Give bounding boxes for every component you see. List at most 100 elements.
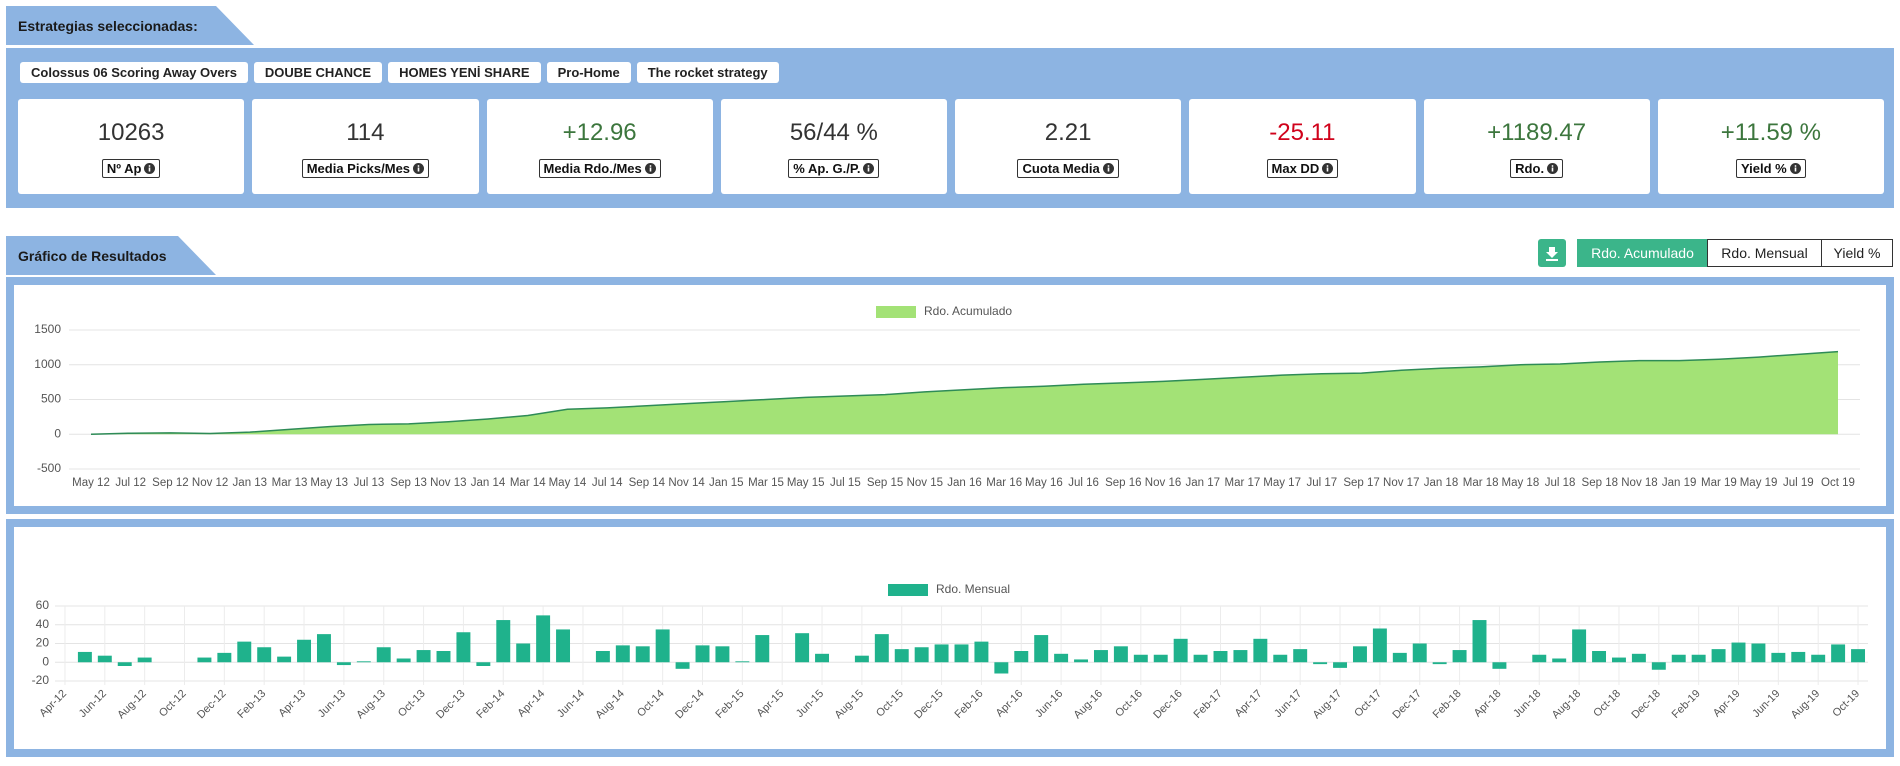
x-tick-label: Feb-14 <box>474 688 507 721</box>
x-tick-label: Aug-17 <box>1311 688 1345 722</box>
x-tick-label: Mar 16 <box>986 477 1022 489</box>
x-tick-label: Nov 12 <box>192 477 228 489</box>
x-tick-label: Mar 14 <box>510 477 546 489</box>
section-tab: Gráfico de Resultados <box>6 236 216 275</box>
stat-label: % Ap. G./P. <box>788 159 880 178</box>
x-tick-label: Feb-19 <box>1670 688 1703 721</box>
bar <box>1711 649 1726 663</box>
x-tick-label: Dec-18 <box>1629 688 1663 722</box>
x-tick-label: Sep 18 <box>1582 477 1618 489</box>
stat-label: Max DD <box>1266 159 1339 178</box>
strategy-chip: The rocket strategy <box>636 62 779 83</box>
strategy-chip: DOUBE CHANCE <box>253 62 383 83</box>
bar <box>755 635 770 663</box>
info-bar <box>1326 167 1329 172</box>
bar <box>1532 654 1547 663</box>
x-tick-label: Dec-14 <box>673 688 707 722</box>
x-tick-label: Jun-12 <box>77 688 109 720</box>
x-tick-label: May 16 <box>1025 477 1063 489</box>
x-tick-label: Jun-15 <box>794 688 826 720</box>
x-tick-label: Apr-16 <box>994 688 1026 720</box>
stat-card: 10263 Nº Ap <box>18 99 245 194</box>
x-tick-label: May 15 <box>787 477 825 489</box>
bar <box>1671 654 1686 663</box>
x-tick-label: Mar 13 <box>272 477 308 489</box>
bar <box>1074 659 1089 663</box>
toggle-button[interactable]: Yield % <box>1821 239 1893 267</box>
stat-value: +1189.47 <box>1487 119 1587 146</box>
x-tick-label: Feb-13 <box>235 688 268 721</box>
info-icon <box>1547 163 1559 174</box>
bar <box>496 620 511 663</box>
x-tick-label: Sep 16 <box>1105 477 1141 489</box>
bar <box>1113 646 1128 663</box>
bar <box>1552 658 1567 663</box>
x-tick-label: Oct-18 <box>1591 688 1623 720</box>
bar <box>297 639 312 663</box>
x-tick-label: Jun-19 <box>1750 688 1782 720</box>
x-tick-label: Oct-13 <box>396 688 428 720</box>
download-button[interactable] <box>1538 239 1566 267</box>
stat-value: +12.96 <box>562 119 637 146</box>
x-tick-label: Oct-19 <box>1830 688 1862 720</box>
y-tick-label: 1000 <box>34 357 61 371</box>
strategies-panel: Colossus 06 Scoring Away Overs DOUBE CHAN… <box>6 48 1894 208</box>
x-tick-label: Aug-16 <box>1072 688 1106 722</box>
x-tick-label: Nov 17 <box>1383 477 1419 489</box>
stat-value: +11.59 % <box>1720 119 1822 146</box>
info-dot <box>649 165 652 167</box>
legend-swatch <box>888 584 928 596</box>
x-tick-label: Apr-13 <box>276 688 308 720</box>
x-tick-label: Aug-18 <box>1550 688 1584 722</box>
x-tick-label: May 13 <box>310 477 348 489</box>
bar <box>1313 662 1328 665</box>
stat-label-text: Rdo. <box>1515 161 1545 176</box>
stat-label-text: Media Picks/Mes <box>306 161 411 176</box>
bar <box>1193 654 1208 663</box>
x-tick-label: Jan 17 <box>1185 477 1220 489</box>
info-bar <box>1794 167 1797 172</box>
x-tick-label: Jul 12 <box>115 477 146 489</box>
x-tick-label: May 12 <box>72 477 110 489</box>
x-tick-label: Jun-17 <box>1272 688 1304 720</box>
bar <box>516 643 531 663</box>
bar <box>1751 643 1766 663</box>
bar <box>1133 654 1148 663</box>
bar <box>456 632 471 663</box>
x-tick-label: Apr-14 <box>515 688 547 720</box>
info-icon <box>1102 163 1114 174</box>
x-tick-label: Aug-12 <box>115 688 149 722</box>
bar <box>476 662 491 666</box>
bar <box>974 641 989 663</box>
bar <box>217 652 232 663</box>
x-tick-label: Oct-17 <box>1352 688 1384 720</box>
bar <box>356 661 371 663</box>
strategy-chip: Pro-Home <box>546 62 631 83</box>
bar <box>1791 651 1806 663</box>
stat-value: 114 <box>346 119 385 146</box>
y-tick-label: -20 <box>32 673 50 687</box>
x-tick-label: Jul 16 <box>1068 477 1099 489</box>
toggle-button[interactable]: Rdo. Acumulado <box>1577 239 1708 267</box>
bar <box>1492 662 1507 669</box>
stat-card: 56/44 % % Ap. G./P. <box>720 99 947 194</box>
strategy-chip: HOMES YENİ SHARE <box>388 62 541 83</box>
x-tick-label: Oct-15 <box>874 688 906 720</box>
x-tick-label: May 17 <box>1263 477 1301 489</box>
bar <box>1412 643 1427 663</box>
x-tick-label: Aug-15 <box>832 688 866 722</box>
x-tick-label: Jun-18 <box>1511 688 1543 720</box>
monthly-chart: -20 0 20 40 60 Apr-12 Jun-12 Aug-12 Oct-12 Dec-12… <box>32 582 1868 722</box>
stat-label: Media Picks/Mes <box>301 159 430 178</box>
bar <box>316 634 331 663</box>
toggle-button[interactable]: Rdo. Mensual <box>1707 239 1822 267</box>
y-tick-label: 0 <box>54 426 61 440</box>
bar <box>1592 651 1607 663</box>
x-tick-label: Mar 17 <box>1225 477 1261 489</box>
bar <box>556 629 571 663</box>
x-tick-label: Dec-15 <box>912 688 946 722</box>
stat-value: 2.21 <box>1044 119 1092 146</box>
stat-label-text: Media Rdo./Mes <box>543 161 642 176</box>
stat-value: -25.11 <box>1269 119 1336 146</box>
